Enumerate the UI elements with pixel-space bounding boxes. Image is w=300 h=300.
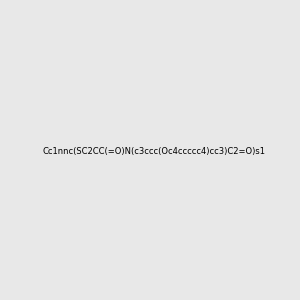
Text: Cc1nnc(SC2CC(=O)N(c3ccc(Oc4ccccc4)cc3)C2=O)s1: Cc1nnc(SC2CC(=O)N(c3ccc(Oc4ccccc4)cc3)C2… xyxy=(42,147,265,156)
